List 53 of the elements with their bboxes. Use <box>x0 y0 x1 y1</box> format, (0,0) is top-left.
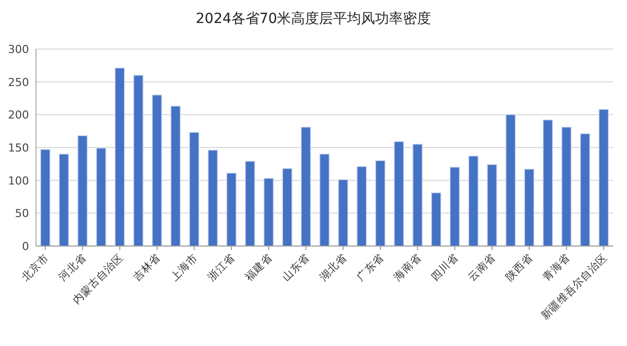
bar <box>356 166 367 246</box>
bar <box>152 94 162 246</box>
bar <box>96 148 106 246</box>
bar <box>58 154 69 246</box>
x-tick-label: 青海省 <box>540 250 573 284</box>
bar <box>506 114 516 246</box>
bar <box>170 106 181 246</box>
bar <box>431 192 442 246</box>
bar <box>244 160 256 246</box>
bar <box>561 126 572 246</box>
bar <box>133 74 144 246</box>
y-tick-label: 0 <box>22 240 29 253</box>
bar <box>319 154 330 246</box>
bar <box>338 179 348 246</box>
x-tick-label: 上海市 <box>168 250 200 284</box>
y-tick-label: 300 <box>8 43 29 56</box>
y-tick-label: 150 <box>8 142 29 154</box>
x-tick-label: 吉林省 <box>130 250 164 284</box>
x-tick-label: 浙江省 <box>205 250 238 284</box>
bar <box>580 133 590 246</box>
bar <box>542 120 553 246</box>
bar <box>40 149 50 246</box>
bar <box>450 166 460 246</box>
bar <box>114 68 125 246</box>
x-tick-label: 云南省 <box>466 250 498 284</box>
bar <box>282 168 292 246</box>
bar <box>208 150 218 246</box>
bar <box>264 178 274 246</box>
x-tick-label: 山东省 <box>279 250 312 284</box>
x-tick-label: 福建省 <box>242 250 275 284</box>
x-tick-label: 广东省 <box>354 250 386 284</box>
y-tick-label: 100 <box>8 174 29 188</box>
bar <box>77 135 88 246</box>
x-tick-label: 四川省 <box>428 250 461 284</box>
bar <box>300 126 311 246</box>
bar <box>468 156 478 246</box>
bar <box>524 168 534 246</box>
y-tick-label: 200 <box>8 108 29 122</box>
y-tick-label: 50 <box>15 207 29 220</box>
bar <box>394 141 404 246</box>
y-tick-label: 250 <box>8 76 29 89</box>
x-tick-label: 北京市 <box>18 250 52 284</box>
x-tick-label: 海南省 <box>391 250 424 284</box>
bar <box>598 109 609 246</box>
bar <box>412 144 423 246</box>
bar <box>486 164 498 246</box>
bar <box>226 172 236 246</box>
x-tick-label: 湖北省 <box>316 250 350 284</box>
x-tick-label: 河北省 <box>56 250 89 284</box>
chart-title: 2024各省70米高度层平均风功率密度 <box>196 11 432 27</box>
bar <box>189 132 200 246</box>
x-tick-label: 陕西省 <box>502 250 536 284</box>
bar <box>375 160 386 246</box>
